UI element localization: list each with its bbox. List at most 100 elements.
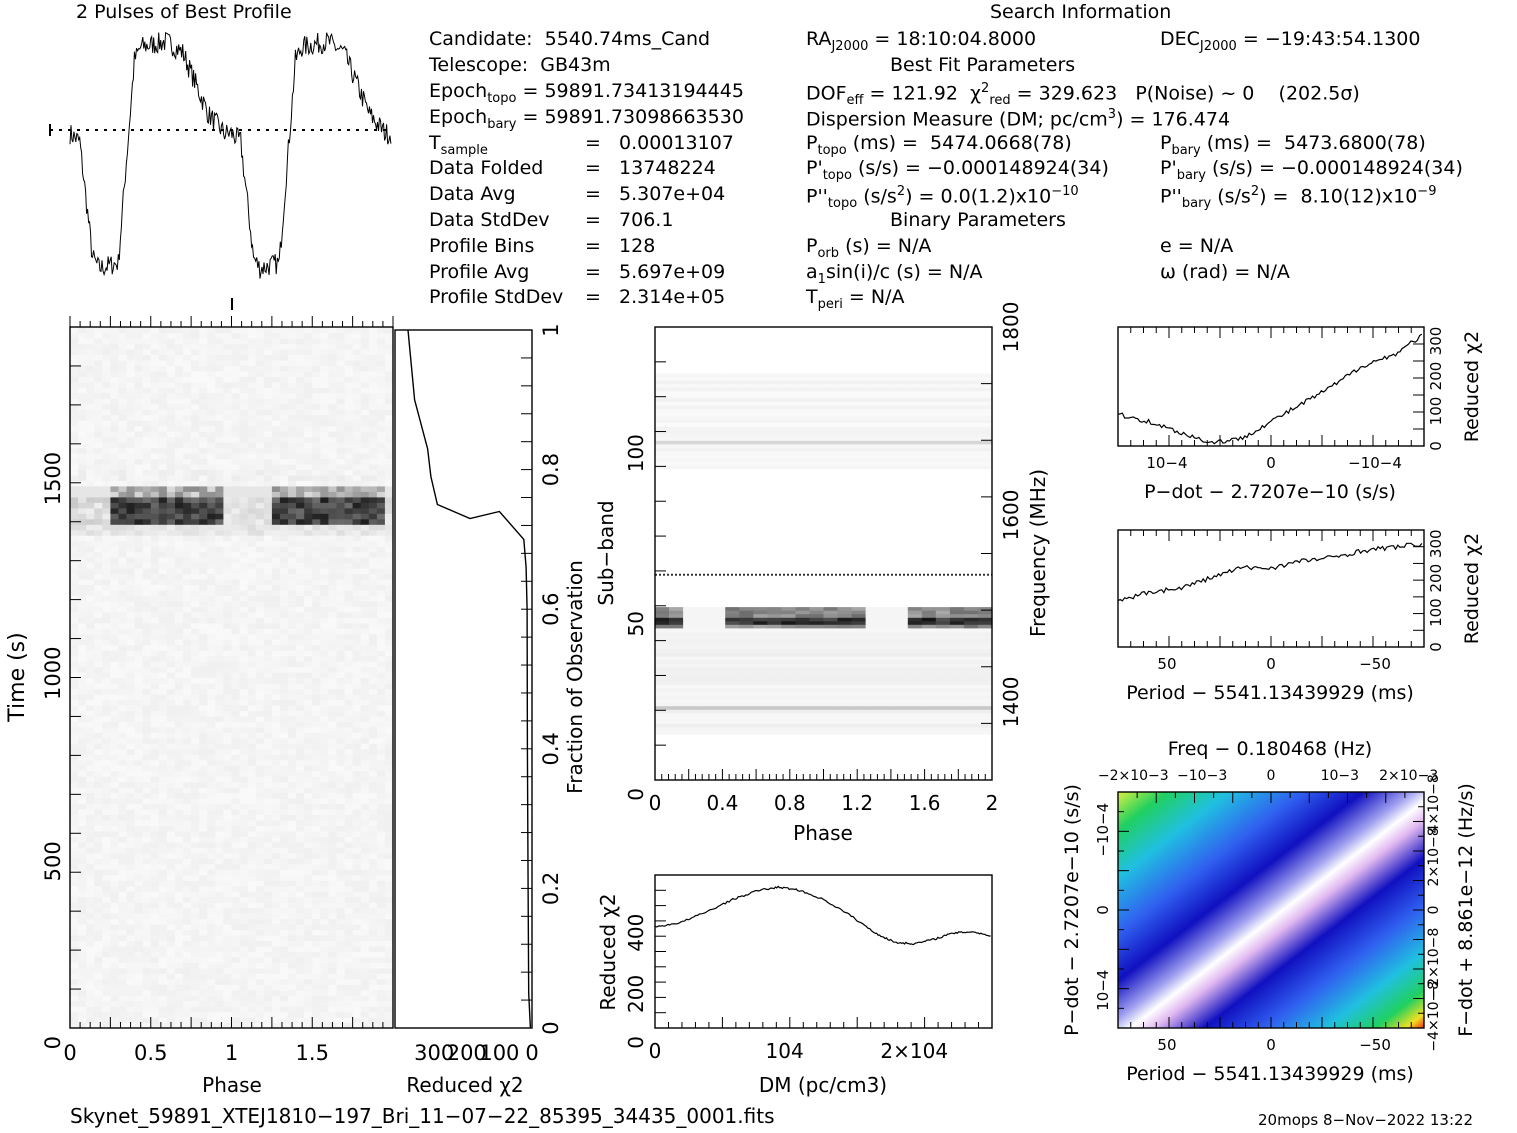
time-phase-cell [199, 568, 208, 575]
time-phase-cell [328, 825, 338, 832]
time-phase-cell [320, 978, 329, 985]
time-phase-cell [207, 863, 216, 870]
time-phase-cell [384, 617, 394, 624]
time-phase-cell [215, 600, 224, 607]
time-phase-cell [239, 1000, 249, 1007]
time-phase-cell [142, 644, 152, 651]
time-phase-cell [376, 502, 386, 509]
time-phase-cell [279, 989, 289, 996]
time-phase-cell [158, 529, 168, 536]
time-phase-cell [207, 409, 216, 416]
time-phase-cell [328, 409, 338, 416]
time-phase-cell [199, 776, 208, 783]
time-phase-cell [312, 578, 321, 585]
time-phase-cell [175, 913, 184, 920]
time-phase-cell [288, 792, 297, 799]
time-phase-cell [255, 962, 265, 969]
time-phase-cell [312, 496, 321, 503]
time-phase-cell [384, 381, 394, 388]
time-phase-cell [304, 562, 313, 569]
time-phase-cell [271, 589, 281, 596]
time-phase-cell [94, 644, 103, 651]
time-phase-cell [336, 650, 346, 657]
time-phase-cell [134, 453, 144, 460]
time-phase-cell [223, 945, 233, 952]
time-phase-cell [118, 529, 128, 536]
time-phase-cell [296, 902, 305, 909]
time-phase-cell [288, 557, 297, 564]
time-phase-cell [328, 1017, 338, 1024]
time-phase-cell [150, 595, 160, 602]
time-phase-cell [158, 354, 168, 361]
time-phase-cell [183, 852, 192, 859]
time-phase-cell [150, 934, 160, 941]
time-phase-cell [328, 589, 338, 596]
time-phase-cell [376, 600, 386, 607]
time-phase-cell [328, 469, 338, 476]
time-phase-cell [110, 557, 120, 564]
time-phase-cell [142, 841, 152, 848]
time-phase-cell [78, 491, 87, 498]
time-phase-cell [86, 474, 95, 481]
time-phase-cell [360, 798, 370, 805]
time-phase-cell [126, 376, 136, 383]
time-phase-cell [279, 425, 289, 432]
time-phase-cell [191, 628, 200, 635]
time-phase-cell [263, 392, 273, 399]
time-phase-cell [86, 732, 95, 739]
time-phase-cell [175, 595, 184, 602]
time-phase-cell [102, 940, 111, 947]
time-phase-cell [78, 688, 87, 695]
time-phase-cell [352, 683, 362, 690]
time-phase-cell [175, 896, 184, 903]
time-phase-cell [320, 359, 329, 366]
time-phase-cell [288, 934, 297, 941]
time-phase-cell [94, 699, 103, 706]
time-phase-cell [360, 562, 370, 569]
time-phase-cell [304, 819, 313, 826]
time-phase-cell [312, 836, 321, 843]
time-phase-cell [320, 683, 329, 690]
time-phase-cell [118, 989, 128, 996]
time-phase-cell [78, 737, 87, 744]
time-phase-cell [296, 529, 305, 536]
time-phase-cell [199, 770, 208, 777]
time-phase-cell [86, 940, 95, 947]
time-phase-cell [86, 458, 95, 465]
time-phase-cell [312, 759, 321, 766]
time-phase-cell [247, 540, 257, 547]
time-phase-cell [368, 644, 378, 651]
time-phase-cell [158, 951, 168, 958]
time-phase-cell [304, 568, 313, 575]
time-phase-cell [296, 354, 305, 361]
time-phase-cell [150, 902, 160, 909]
time-phase-cell [207, 798, 216, 805]
time-phase-cell [78, 496, 87, 503]
time-phase-cell [183, 896, 192, 903]
time-phase-cell [344, 880, 354, 887]
time-phase-cell [118, 578, 128, 585]
time-phase-cell [150, 370, 160, 377]
time-phase-cell [191, 546, 200, 553]
time-phase-cell [175, 934, 184, 941]
time-phase-cell [223, 524, 233, 531]
time-phase-cell [271, 611, 281, 618]
time-phase-cell [352, 359, 362, 366]
time-phase-cell [320, 825, 329, 832]
time-phase-cell [376, 704, 386, 711]
time-phase-cell [304, 688, 313, 695]
time-phase-cell [239, 348, 249, 355]
time-phase-cell [360, 902, 370, 909]
time-phase-cell [360, 967, 370, 974]
time-phase-cell [215, 524, 224, 531]
time-phase-cell [279, 622, 289, 629]
time-phase-cell [360, 568, 370, 575]
time-phase-cell [336, 628, 346, 635]
time-phase-cell [199, 973, 208, 980]
time-phase-cell [279, 584, 289, 591]
time-phase-cell [223, 606, 233, 613]
time-phase-cell [255, 781, 265, 788]
time-phase-cell [288, 940, 297, 947]
time-phase-cell [191, 748, 200, 755]
time-phase-cell [191, 381, 200, 388]
